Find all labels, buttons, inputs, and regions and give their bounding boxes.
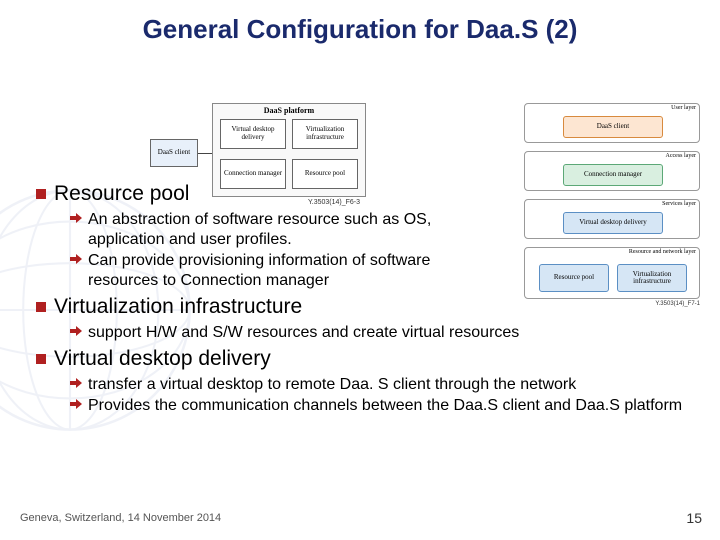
section-title: Virtualization infrastructure <box>54 295 302 319</box>
arrow-bullet-icon <box>70 378 82 388</box>
slide-title: General Configuration for Daa.S (2) <box>0 0 720 45</box>
arrow-bullet-icon <box>70 213 82 223</box>
footer-text: Geneva, Switzerland, 14 November 2014 <box>20 512 221 524</box>
diagram-right-box: DaaS client <box>563 116 663 138</box>
arrow-bullet-icon <box>70 326 82 336</box>
bullet-text: Can provide provisioning information of … <box>88 251 498 291</box>
section-title: Resource pool <box>54 182 189 206</box>
diagram-right-group: User layerDaaS client <box>524 103 700 143</box>
arrow-bullet-icon <box>70 254 82 264</box>
bullet-text: An abstraction of software resource such… <box>88 210 498 250</box>
bullet-text: support H/W and S/W resources and create… <box>88 323 519 343</box>
page-number: 15 <box>686 510 702 526</box>
bullet-text: Provides the communication channels betw… <box>88 396 682 416</box>
arrow-bullet-icon <box>70 399 82 409</box>
diagram-left-client: DaaS client <box>150 139 198 167</box>
diagram-left-title: DaaS platform <box>213 106 365 115</box>
diagram-left-box: Virtual desktop delivery <box>220 119 286 149</box>
bullet-square-icon <box>36 354 46 364</box>
bullet-text: transfer a virtual desktop to remote Daa… <box>88 375 576 395</box>
diagram-left-box: Virtualization infrastructure <box>292 119 358 149</box>
section-title: Virtual desktop delivery <box>54 347 271 371</box>
sections-container: Resource pool An abstraction of software … <box>36 180 684 420</box>
bullet-square-icon <box>36 302 46 312</box>
bullet-square-icon <box>36 189 46 199</box>
